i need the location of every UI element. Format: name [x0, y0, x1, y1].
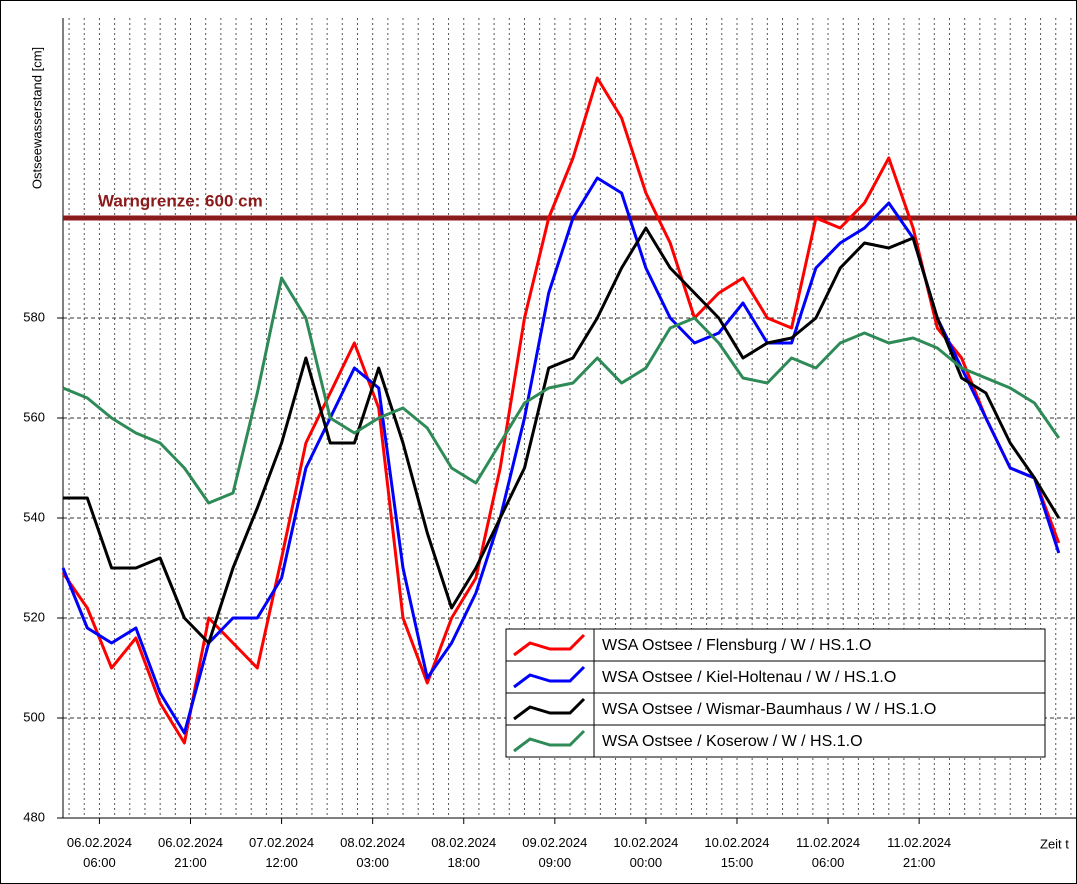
- series-line: [63, 226, 1061, 645]
- y-tick-label: 480: [23, 809, 45, 824]
- y-tick-label: 580: [23, 309, 45, 324]
- x-tick-label: 10.02.2024 15:00: [704, 835, 769, 870]
- legend-swatch: [513, 729, 586, 753]
- legend-swatch: [513, 633, 586, 657]
- x-tick-label: 10.02.2024 00:00: [613, 835, 678, 870]
- x-tick-label: 06.02.2024 06:00: [67, 835, 132, 870]
- y-tick-label: 560: [23, 409, 45, 424]
- x-tick-label: 09.02.2024 09:00: [522, 835, 587, 870]
- x-tick-label: 11.02.2024 21:00: [887, 835, 951, 870]
- x-tick-label: 07.02.2024 12:00: [249, 835, 314, 870]
- x-tick-label: 08.02.2024 18:00: [431, 835, 496, 870]
- series-line: [61, 76, 1061, 745]
- legend-swatch: [513, 665, 586, 689]
- x-tick-label: 08.02.2024 03:00: [340, 835, 405, 870]
- legend-swatch: [513, 697, 586, 721]
- series-line: [61, 176, 1061, 735]
- x-tick-label: 06.02.2024 21:00: [158, 835, 223, 870]
- threshold-label: Warngrenze: 600 cm: [98, 191, 263, 210]
- legend-label: WSA Ostsee / Flensburg / W / HS.1.O: [602, 637, 871, 654]
- y-axis-label: Ostseewasserstand [cm]: [29, 47, 44, 189]
- y-tick-label: 520: [23, 609, 45, 624]
- y-tick-label: 500: [23, 709, 45, 724]
- legend-label: WSA Ostsee / Koserow / W / HS.1.O: [602, 733, 863, 750]
- x-tick-label: 11.02.2024 06:00: [796, 835, 860, 870]
- legend-label: WSA Ostsee / Kiel-Holtenau / W / HS.1.O: [602, 669, 896, 686]
- y-tick-label: 540: [23, 509, 45, 524]
- legend-label: WSA Ostsee / Wismar-Baumhaus / W / HS.1.…: [602, 701, 936, 718]
- series-line: [62, 276, 1061, 505]
- x-axis-label: Zeit t: [1040, 836, 1069, 851]
